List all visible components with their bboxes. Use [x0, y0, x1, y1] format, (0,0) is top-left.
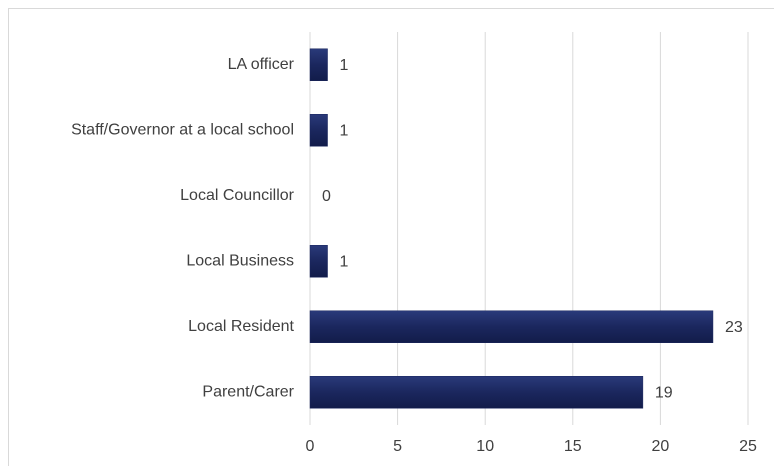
data-label: 0 — [322, 188, 331, 205]
x-tick-label: 10 — [476, 438, 494, 455]
chart-frame — [8, 8, 774, 466]
y-tick-label: Local Councillor — [180, 187, 295, 204]
x-tick-label: 0 — [306, 438, 315, 455]
y-tick-label: Parent/Carer — [202, 383, 294, 400]
bar — [309, 376, 644, 409]
x-tick-label: 20 — [652, 438, 670, 455]
y-tick-label: Local Resident — [188, 318, 294, 335]
y-tick-label: Local Business — [186, 252, 294, 269]
bar — [309, 114, 328, 147]
x-tick-label: 5 — [393, 438, 402, 455]
y-tick-label: Staff/Governor at a local school — [71, 121, 294, 138]
x-tick-label: 15 — [564, 438, 582, 455]
data-label: 1 — [340, 57, 349, 74]
bar — [309, 245, 328, 278]
bar — [309, 310, 714, 343]
bar — [309, 48, 328, 81]
data-label: 1 — [340, 253, 349, 270]
data-label: 1 — [340, 122, 349, 139]
data-label: 23 — [725, 319, 743, 336]
y-tick-label: LA officer — [228, 56, 295, 73]
x-tick-label: 25 — [739, 438, 757, 455]
data-label: 19 — [655, 384, 673, 401]
